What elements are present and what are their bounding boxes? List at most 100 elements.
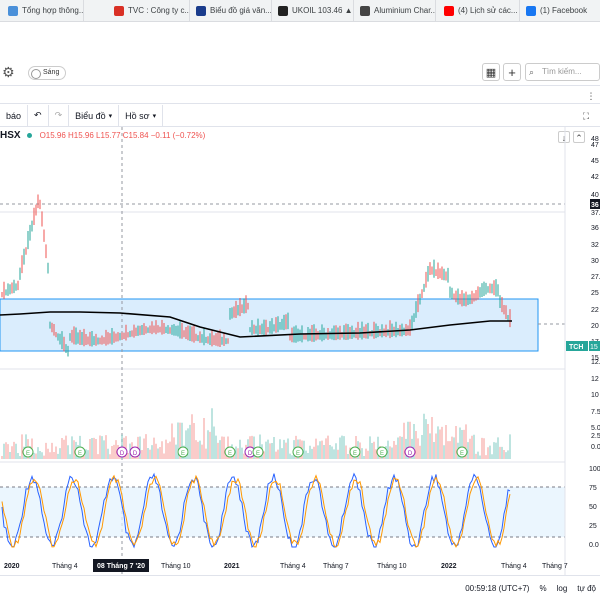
settings-small-icon[interactable]: ⌃ [573,131,585,143]
bookmark-item[interactable]: Aluminium Char... [354,0,436,21]
event-label: E [181,451,185,457]
ticker-value-bg [589,341,600,351]
event-marker[interactable]: D [129,446,141,458]
event-label: D [120,451,125,457]
more-options-icon[interactable]: ⋮ [586,91,596,101]
price-axis-label: 32 [591,242,599,249]
price-axis-label: 27.5 [591,274,600,281]
time-axis-label: Tháng 4 [501,563,527,570]
volume-axis-label: 7.5 [591,409,600,416]
event-marker[interactable]: E [376,446,388,458]
oscillator-axis-label: 25 [589,523,597,530]
event-label: E [256,451,260,457]
profile-menu-label: Hồ sơ [125,110,150,121]
event-marker[interactable]: E [349,446,361,458]
undo-icon[interactable]: ↶ [28,104,49,127]
time-axis-label: 2020 [4,563,20,570]
chart-toolbar: báo ↶ ↷ Biểu đồ ▾ Hồ sơ ▾ ⛶ [0,104,600,127]
event-label: E [460,451,464,457]
profile-menu-button[interactable]: Hồ sơ ▾ [119,104,164,127]
fullscreen-icon[interactable]: ⛶ [582,111,590,121]
oscillator-pane [0,472,565,549]
price-axis-label: 48 [591,136,599,143]
bookmark-item[interactable]: Biểu đồ giá văn... [190,0,272,21]
volume-axis-label: 2.5 [591,433,600,440]
oscillator-axis-label: 100 [589,466,600,473]
event-marker[interactable]: E [292,446,304,458]
search-input[interactable]: ⌕ Tìm kiếm... [525,63,600,81]
price-marker-bg [590,199,600,209]
event-marker[interactable]: E [224,446,236,458]
add-icon[interactable]: + [503,63,521,81]
event-marker[interactable]: E [252,446,264,458]
event-icon [376,446,388,458]
clock-time: 00:59:18 (UTC+7) [465,583,530,593]
price-axis-label: 30 [591,258,599,265]
ticker-tag-label: TCH [569,344,583,351]
bookmark-label: TVC : Công ty c... [128,6,190,15]
event-marker[interactable]: E [456,446,468,458]
price-axis-label: 45 [591,158,599,165]
bookmarks-bar: Tổng hợp thông... TVC : Công ty c... Biểu … [0,0,600,22]
gear-icon[interactable]: ⚙ [2,64,15,80]
bookmark-item[interactable]: UKOIL 103.46 ▲... [272,0,354,21]
time-axis-label: Tháng 7 [323,563,349,570]
market-status-icon [26,133,32,138]
ticker-tag [566,341,588,351]
event-label: D [133,451,138,457]
event-marker[interactable]: D [116,446,128,458]
event-icon [252,446,264,458]
bookmark-item[interactable]: (1) Facebook [520,0,600,21]
event-marker[interactable]: E [74,446,86,458]
price-pane [0,127,565,575]
event-icon [177,446,189,458]
event-label: E [380,451,384,457]
layout-grid-icon[interactable]: ▦ [482,63,500,81]
favicon-icon [526,5,536,16]
bookmark-item[interactable]: Tổng hợp thông... [2,0,84,21]
oscillator-axis-label: 0.0 [589,542,599,549]
favicon-icon [278,5,288,16]
event-icon [22,446,34,458]
symbol-label[interactable]: HSX [0,130,21,141]
percent-toggle[interactable]: % [539,583,547,593]
time-axis-label: Tháng 10 [161,563,191,570]
moving-average-line [0,311,512,338]
event-marker[interactable]: D [244,446,256,458]
event-icon [456,446,468,458]
bookmark-item[interactable]: TVC : Công ty c... [108,0,190,21]
price-axis-label: 25 [591,290,599,297]
page-gap [0,22,600,60]
top-toolbar: ⚙ Sáng ▦ + ⌕ Tìm kiếm... [0,60,600,86]
theme-toggle[interactable]: Sáng [28,66,67,80]
event-label: D [408,451,413,457]
event-label: E [228,451,232,457]
bookmark-item[interactable]: (4) Lịch sử các... [438,0,520,21]
time-axis-label: Tháng 7 [542,563,568,570]
event-icon [129,446,141,458]
time-axis-label: 2022 [441,563,457,570]
log-toggle[interactable]: log [556,583,568,593]
bookmark-label: (1) Facebook [540,6,588,15]
bookmark-label: Biểu đồ giá văn... [210,6,272,15]
collapse-icon[interactable]: ↓ [558,131,570,143]
event-label: E [78,451,82,457]
auto-toggle[interactable]: tự độ [577,583,596,593]
chart-menu-label: Biểu đồ [75,110,106,121]
price-axis-label: 37.5 [591,210,600,217]
event-marker[interactable]: E [22,446,34,458]
search-placeholder: Tìm kiếm... [542,67,582,76]
chart-top-strip: ⋮ [0,88,600,104]
chart-menu-button[interactable]: Biểu đồ ▾ [69,104,120,127]
alert-button[interactable]: báo [0,104,29,127]
event-marker[interactable]: E [177,446,189,458]
price-axis-label: 40 [591,192,599,199]
price-axis-label: 36 [591,225,599,232]
price-axis-label: 12.5 [591,359,600,366]
price-axis-label: 20 [591,323,599,330]
event-marker[interactable]: D [404,446,416,458]
time-axis-label: 2021 [224,563,240,570]
redo-icon[interactable]: ↷ [49,104,70,127]
